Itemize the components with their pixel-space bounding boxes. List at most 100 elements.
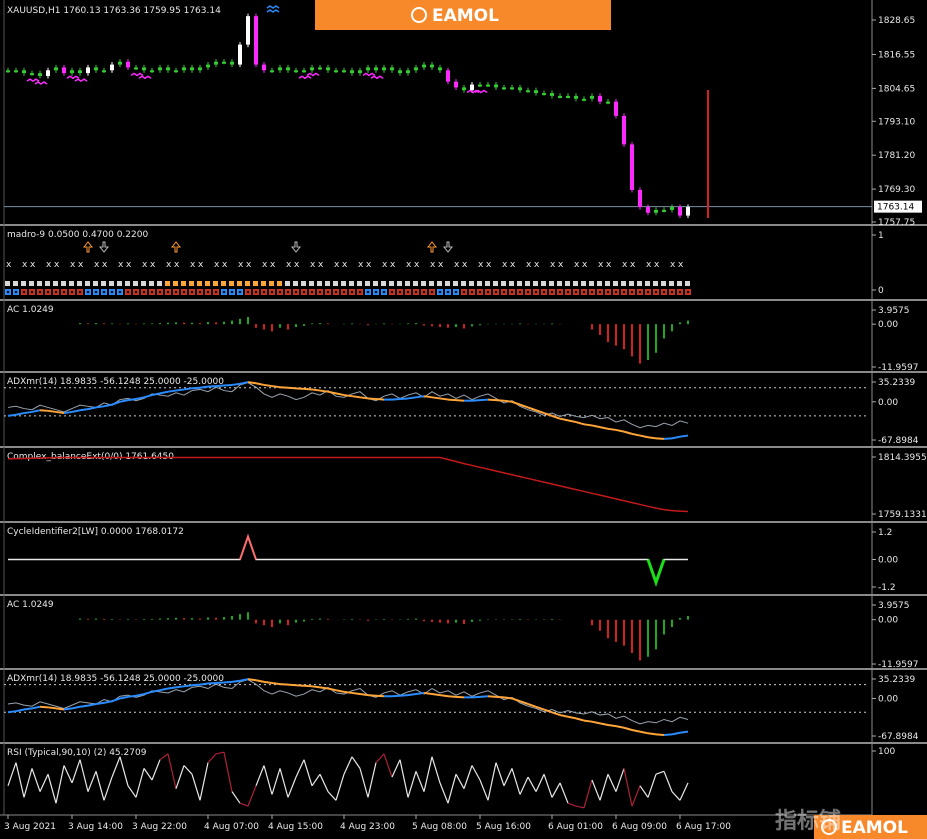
adx-line-segment [519, 700, 529, 705]
y-tick-label: 0.00 [878, 398, 898, 408]
rsi-line-segment [671, 791, 681, 801]
adx-line-segment [87, 406, 97, 411]
adx-line-segment [391, 398, 401, 401]
madro-square [5, 281, 10, 286]
madro-cell-dot [78, 290, 82, 294]
madro-x-mark: x [214, 260, 220, 270]
adx-line-segment [287, 683, 297, 687]
madro-cell-dot [166, 290, 170, 294]
candle-body [198, 67, 202, 71]
adx-line-segment [215, 384, 225, 388]
madro-cell-dot [678, 290, 682, 294]
adx-line-segment [191, 683, 201, 687]
madro-square [685, 281, 690, 286]
adx-line-segment [663, 437, 673, 440]
y-tick-label: -67.8984 [878, 732, 919, 742]
madro-square [557, 281, 562, 286]
madro-x-mark: x [598, 260, 604, 270]
madro-square [253, 281, 258, 286]
candle-body [6, 70, 10, 73]
madro-x-mark: x [222, 260, 228, 270]
adx-line-segment [319, 686, 329, 690]
arrow-signal [26, 78, 40, 83]
adx-line-segment [351, 691, 361, 696]
candle-body [286, 67, 290, 71]
candle-body [326, 67, 330, 71]
madro-square [45, 281, 50, 286]
panel-label: madro-9 0.0500 0.4700 0.2200 [7, 230, 148, 240]
candle-body [454, 81, 458, 88]
madro-square [245, 281, 250, 286]
madro-cell-dot [294, 290, 298, 294]
y-tick-label: 0.00 [878, 694, 898, 704]
adx-line-segment [247, 678, 257, 682]
adx-line-segment [271, 385, 281, 389]
candle-body [22, 70, 26, 74]
adx-line-segment [391, 694, 401, 698]
madro-square [493, 281, 498, 286]
rsi-line-segment [295, 759, 305, 778]
adx-line-segment [663, 733, 673, 736]
madro-cell-dot [470, 290, 474, 294]
candle-body [134, 67, 138, 70]
candle-body [86, 67, 90, 74]
adx-line-segment [535, 409, 545, 415]
adx-line-segment [439, 694, 449, 698]
adx-line-segment [351, 395, 361, 399]
madro-square [197, 281, 202, 286]
adx-line-segment [255, 382, 265, 386]
madro-square [61, 281, 66, 286]
rsi-line-segment [551, 782, 561, 798]
madro-x-mark: x [334, 260, 340, 270]
candle-body [502, 87, 506, 90]
rsi-line-segment [583, 779, 593, 809]
madro-cell-dot [342, 290, 346, 294]
madro-cell-dot [14, 290, 18, 294]
y-tick-label: 1804.65 [878, 84, 915, 94]
rsi-line-segment [335, 774, 345, 801]
madro-cell-dot [502, 290, 506, 294]
x-tick-label: 4 Aug 15:00 [268, 822, 323, 832]
adx-line-segment [551, 711, 561, 716]
arrow-signal [362, 72, 376, 77]
madro-x-mark: x [238, 260, 244, 270]
madro-square [29, 281, 34, 286]
madro-x-mark: x [414, 260, 420, 270]
madro-x-mark: x [462, 260, 468, 270]
madro-x-mark: x [606, 260, 612, 270]
candle-body [574, 95, 578, 99]
madro-square [589, 281, 594, 286]
madro-square [413, 281, 418, 286]
madro-cell-dot [534, 290, 538, 294]
rsi-line-segment [271, 768, 281, 795]
madro-square [445, 281, 450, 286]
rsi-line-segment [215, 751, 225, 755]
adx-line-segment [527, 406, 537, 412]
madro-cell-dot [190, 290, 194, 294]
rsi-line-segment [367, 762, 377, 798]
madro-x-mark: x [630, 260, 636, 270]
rsi-line-segment [263, 765, 273, 795]
rsi-line-segment [7, 762, 17, 786]
adx-line-segment [47, 409, 57, 413]
madro-cell-dot [662, 290, 666, 294]
candle-body [406, 70, 410, 74]
adx-line-segment [479, 695, 489, 698]
panel-label: ADXmr(14) 18.9835 -56.1248 25.0000 -25.0… [7, 674, 224, 684]
rsi-line-segment [15, 762, 25, 798]
x-tick-label: 6 Aug 01:00 [548, 822, 603, 832]
adx-line-segment [367, 397, 377, 401]
adx-line-segment [423, 691, 433, 696]
rsi-line-segment [343, 756, 353, 775]
madro-x-mark: x [678, 260, 684, 270]
madro-cell-dot [430, 290, 434, 294]
candle-body [382, 67, 386, 71]
adx-line-segment [167, 686, 177, 690]
candle-body [430, 64, 434, 68]
madro-x-mark: x [150, 260, 156, 270]
madro-cell-dot [150, 290, 154, 294]
cycle-peak-marker [239, 533, 257, 560]
rsi-line-segment [535, 773, 545, 792]
madro-square [205, 281, 210, 286]
